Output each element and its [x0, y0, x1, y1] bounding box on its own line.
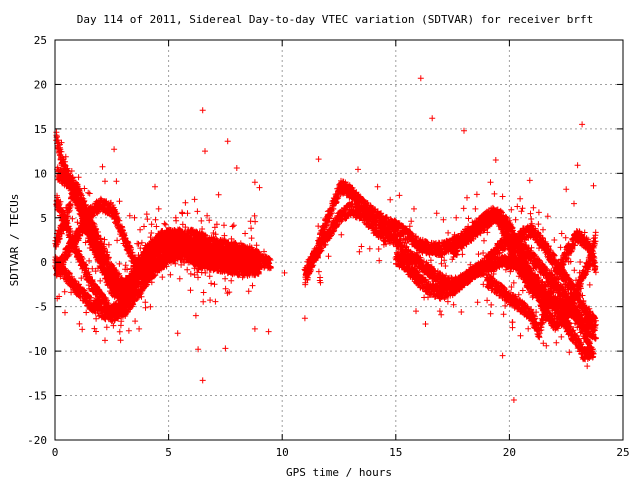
x-axis-label: GPS time / hours	[286, 466, 392, 479]
y-tick-label: 20	[34, 78, 47, 91]
x-tick-label: 15	[389, 446, 402, 459]
plot-frame	[54, 39, 624, 441]
y-tick-label: 25	[34, 34, 47, 47]
y-tick-label: 5	[40, 212, 47, 225]
y-axis-label: SDTVAR / TECUs	[8, 194, 21, 287]
y-tick-label: 0	[40, 256, 47, 269]
y-tick-label: -15	[27, 390, 47, 403]
chart-title: Day 114 of 2011, Sidereal Day-to-day VTE…	[77, 13, 594, 26]
y-tick-label: -20	[27, 434, 47, 447]
y-tick-label: 10	[34, 167, 47, 180]
y-tick-label: -5	[34, 301, 47, 314]
x-tick-label: 0	[52, 446, 59, 459]
axis-ticks: 0 5 10 15 20 25 -20 -15 -10 -5 0 5 10 15 20 25	[27, 34, 630, 459]
y-tick-label: 15	[34, 123, 47, 136]
data-points	[52, 75, 599, 403]
x-tick-label: 5	[165, 446, 172, 459]
y-tick-label: -10	[27, 345, 47, 358]
x-tick-label: 20	[503, 446, 516, 459]
x-tick-label: 10	[276, 446, 289, 459]
x-tick-label: 25	[616, 446, 629, 459]
scatter-markers	[52, 75, 599, 403]
